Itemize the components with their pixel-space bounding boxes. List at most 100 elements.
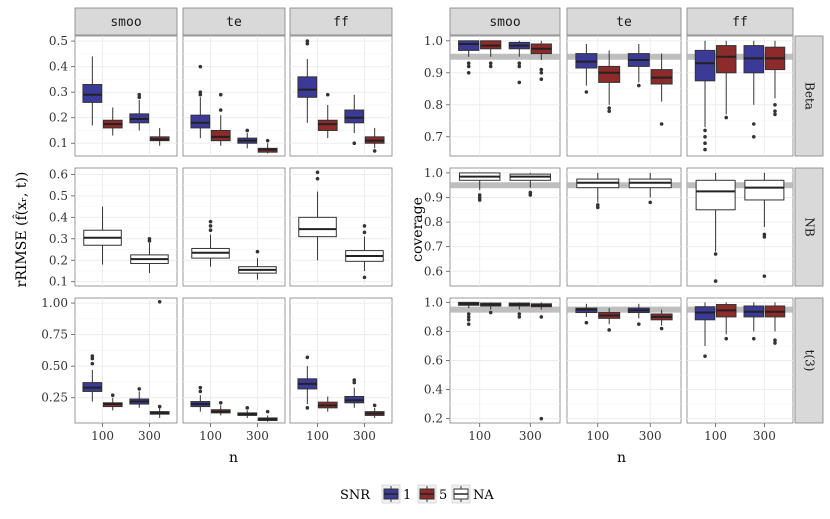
panel-rrimse-smoo-Beta: smoo 0.1 0.2 0.3 0.4 0.5 xyxy=(49,7,178,157)
facet-row-label: t(3) xyxy=(803,350,817,372)
outlier-point xyxy=(305,355,310,360)
boxplot-100-snr-5 xyxy=(598,308,621,332)
boxplot-300-snr-5 xyxy=(364,403,385,418)
outlier-point xyxy=(595,203,600,207)
y-tick-label: 1.0 xyxy=(424,34,443,48)
panel-rrimse-smoo-t3: 100 300 0.25 0.50 0.75 1.00 xyxy=(41,296,178,443)
facet-strip xyxy=(566,7,682,36)
outlier-point xyxy=(305,39,310,43)
panel-rrimse-ff-Beta: ff xyxy=(289,7,393,157)
outlier-point xyxy=(773,109,777,113)
boxplot-300-snr-5 xyxy=(530,302,552,421)
outlier-point xyxy=(198,90,203,94)
panel-rrimse-te-Beta: te xyxy=(182,7,286,157)
outlier-point xyxy=(713,279,718,283)
x-tick-label: 300 xyxy=(138,429,161,443)
row-strip-t3: t(3) xyxy=(794,297,824,424)
outlier-point xyxy=(539,77,544,81)
outlier-point xyxy=(466,312,471,316)
boxplot-300-snr-5 xyxy=(257,138,278,154)
x-axis-title: n xyxy=(617,450,626,466)
facet-strip-label: smoo xyxy=(110,15,141,30)
outlier-point xyxy=(488,310,493,315)
outlier-point xyxy=(488,64,493,69)
outlier-point xyxy=(157,404,162,409)
panel-background xyxy=(289,297,393,424)
facet-strip xyxy=(289,7,393,36)
outlier-point xyxy=(90,356,95,361)
boxplot-300-snr-5 xyxy=(530,40,552,81)
boxplot-100-snr-5 xyxy=(480,40,502,69)
boxplot-300-snr-1 xyxy=(129,387,150,408)
outlier-point xyxy=(724,336,729,341)
facet-strip xyxy=(449,7,561,36)
y-tick-label: 1.0 xyxy=(424,166,443,180)
boxplot-100-snr-1 xyxy=(694,40,716,152)
boxplot-300-snr-NA xyxy=(744,172,785,278)
boxplot-100-snr-5 xyxy=(102,393,123,411)
panel-background xyxy=(74,297,178,424)
outlier-point xyxy=(607,106,611,110)
x-axis-title: n xyxy=(229,450,238,466)
box-iqr xyxy=(297,76,318,98)
outlier-point xyxy=(773,103,777,107)
panel-background xyxy=(74,167,178,287)
row-strip-NB: NB xyxy=(794,167,824,287)
boxplot-300-snr-5 xyxy=(764,40,786,117)
outlier-point xyxy=(245,406,250,410)
box-iqr xyxy=(190,114,211,129)
y-tick-label: 0.9 xyxy=(424,191,443,205)
outlier-point xyxy=(607,109,611,113)
y-axis-title: rRIMSE (f̂(xᵣ, t)) xyxy=(12,172,30,288)
outlier-point xyxy=(372,149,377,153)
panel-coverage-te-NB xyxy=(566,167,682,287)
outlier-point xyxy=(305,406,310,410)
outlier-point xyxy=(208,228,213,233)
y-tick-label: 0.5 xyxy=(49,34,68,48)
outlier-point xyxy=(703,354,707,358)
y-tick-label: 0.3 xyxy=(49,85,68,99)
outlier-point xyxy=(352,141,357,146)
panel-coverage-te-Beta: te xyxy=(566,7,682,157)
outlier-point xyxy=(255,249,260,254)
y-tick-label: 0.50 xyxy=(41,359,68,373)
boxplot-100-snr-1 xyxy=(190,64,211,139)
y-tick-label: 0.1 xyxy=(49,275,68,289)
outlier-point xyxy=(539,416,544,421)
outlier-point xyxy=(157,299,162,304)
y-tick-label: 0.6 xyxy=(49,167,68,181)
outlier-point xyxy=(198,92,203,97)
boxplot-100-snr-NA xyxy=(83,206,122,265)
outlier-point xyxy=(90,361,95,366)
boxplot-100-snr-5 xyxy=(210,92,231,146)
outlier-point xyxy=(517,64,522,69)
facet-row-label: Beta xyxy=(803,82,817,110)
legend-item-label: 5 xyxy=(439,488,447,503)
box-iqr xyxy=(210,129,231,142)
legend-item-NA: NA xyxy=(451,484,494,504)
y-tick-label: 0.6 xyxy=(424,354,443,368)
boxplot-100-snr-1 xyxy=(575,44,598,94)
box-iqr xyxy=(317,119,338,131)
x-tick-label: 100 xyxy=(199,429,222,443)
boxplot-100-snr-NA xyxy=(458,172,501,202)
boxplot-100-snr-5 xyxy=(715,302,737,341)
panel-rrimse-ff-NB xyxy=(289,167,393,287)
outlier-point xyxy=(703,141,707,145)
outlier-point xyxy=(137,92,142,97)
outlier-point xyxy=(218,92,223,97)
boxplot-100-snr-1 xyxy=(297,355,318,410)
legend-item-1: 1 xyxy=(381,484,411,504)
boxplot-300-snr-NA xyxy=(238,249,277,280)
outlier-point xyxy=(517,61,522,65)
y-tick-label: 1.00 xyxy=(41,296,68,310)
outlier-point xyxy=(466,318,471,322)
outlier-point xyxy=(137,387,142,391)
panel-coverage-ff-Beta: ff xyxy=(686,7,794,157)
outlier-point xyxy=(607,328,611,332)
facet-strip-label: ff xyxy=(333,15,349,30)
y-tick-label: 0.4 xyxy=(49,210,68,224)
facet-strip xyxy=(74,7,178,36)
boxplot-300-snr-1 xyxy=(743,302,765,341)
x-tick-label: 300 xyxy=(353,429,376,443)
